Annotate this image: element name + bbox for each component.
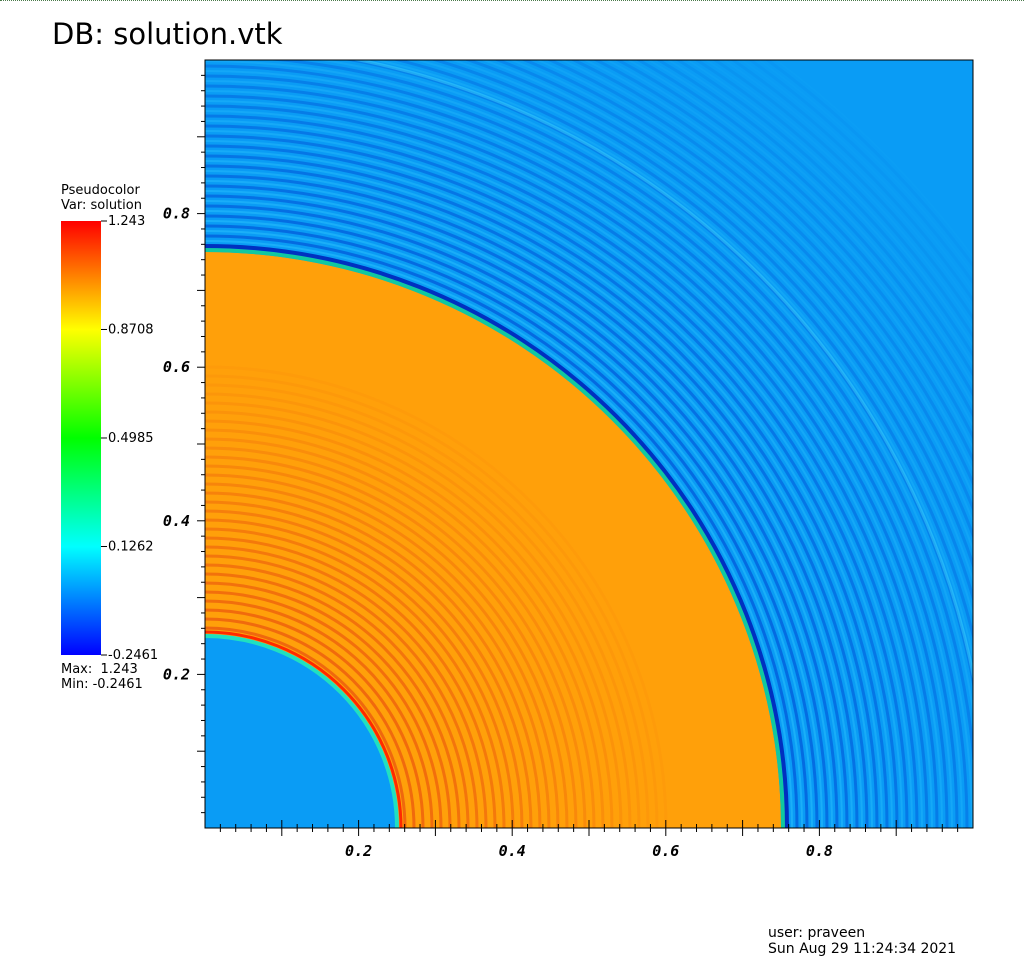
annulus-region <box>205 252 781 828</box>
user-name: user: praveen <box>768 925 866 941</box>
colorbar-tick-label: 0.4985 <box>108 431 154 446</box>
legend-plot-type: Pseudocolor <box>61 183 140 198</box>
colorbar-gradient <box>61 221 101 655</box>
legend-variable: Var: solution <box>61 198 142 213</box>
y-tick-label: 0.4 <box>163 512 190 530</box>
legend-title: Pseudocolor Var: solution <box>61 183 142 213</box>
legend-minmax: Max: 1.243 Min: -0.2461 <box>61 662 143 692</box>
y-tick-label: 0.2 <box>163 665 190 683</box>
legend-max: Max: 1.243 <box>61 662 138 677</box>
legend-min: Min: -0.2461 <box>61 677 143 692</box>
colorbar-tick-label: -0.2461 <box>108 648 158 663</box>
y-tick-label: 0.6 <box>163 358 190 376</box>
x-tick-label: 0.4 <box>499 842 526 860</box>
x-tick-label: 0.6 <box>652 842 679 860</box>
colorbar-tick-label: 1.243 <box>108 214 145 229</box>
top-border <box>0 0 1024 1</box>
axis-labels: 0.2 0.4 0.6 0.8 0.2 0.4 0.6 0.8 <box>163 205 833 860</box>
timestamp: Sun Aug 29 11:24:34 2021 <box>768 941 957 957</box>
x-tick-label: 0.2 <box>345 842 372 860</box>
colorbar-tick-label: 0.1262 <box>108 539 154 554</box>
y-tick-label: 0.8 <box>163 205 190 223</box>
axis-ticks <box>197 74 959 836</box>
colorbar-tick-label: 0.8708 <box>108 322 154 337</box>
x-tick-label: 0.8 <box>806 842 833 860</box>
user-info: user: praveen Sun Aug 29 11:24:34 2021 <box>768 925 956 957</box>
colorbar-ticks: 1.243 0.8708 0.4985 0.1262 -0.2461 <box>101 214 158 663</box>
colorbar: 1.243 0.8708 0.4985 0.1262 -0.2461 <box>61 214 158 663</box>
database-title: DB: solution.vtk <box>52 17 283 51</box>
